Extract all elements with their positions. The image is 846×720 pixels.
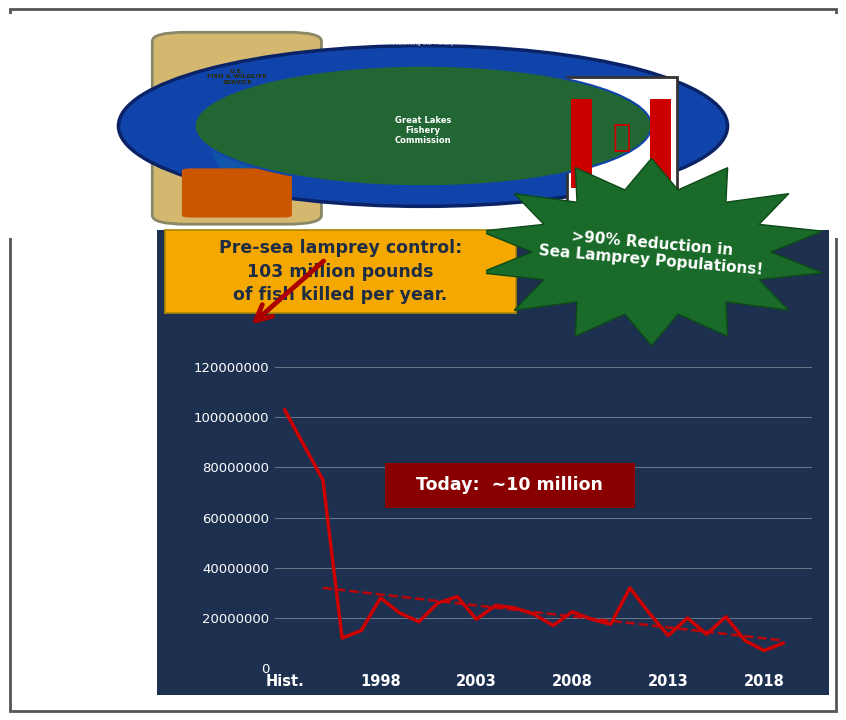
Text: >90% Reduction in
Sea Lamprey Populations!: >90% Reduction in Sea Lamprey Population… [538,226,765,278]
Circle shape [118,45,728,207]
FancyBboxPatch shape [182,168,292,217]
Text: Protecting Our Fishery: Protecting Our Fishery [393,41,453,46]
Text: SCIENCE • SEA LAMPREY CONTROL • PARTNERSHIPS: SCIENCE • SEA LAMPREY CONTROL • PARTNERS… [365,209,481,213]
Circle shape [195,66,651,186]
Text: Great Lakes
Fishery
Commission: Great Lakes Fishery Commission [395,116,451,145]
Text: 🍁: 🍁 [613,122,631,152]
FancyBboxPatch shape [650,99,671,189]
FancyBboxPatch shape [571,99,592,189]
Ellipse shape [212,112,262,175]
Polygon shape [481,158,822,346]
Text: Fisheries and
Oceans Canada: Fisheries and Oceans Canada [592,219,651,238]
FancyBboxPatch shape [152,32,321,224]
Text: U.S.
FISH & WILDLIFE
SERVICE: U.S. FISH & WILDLIFE SERVICE [207,68,266,85]
Text: Today:  ~10 million: Today: ~10 million [416,477,603,495]
Text: Pre-sea lamprey control:
103 million pounds
of fish killed per year.: Pre-sea lamprey control: 103 million pou… [219,239,462,305]
FancyBboxPatch shape [567,77,677,211]
